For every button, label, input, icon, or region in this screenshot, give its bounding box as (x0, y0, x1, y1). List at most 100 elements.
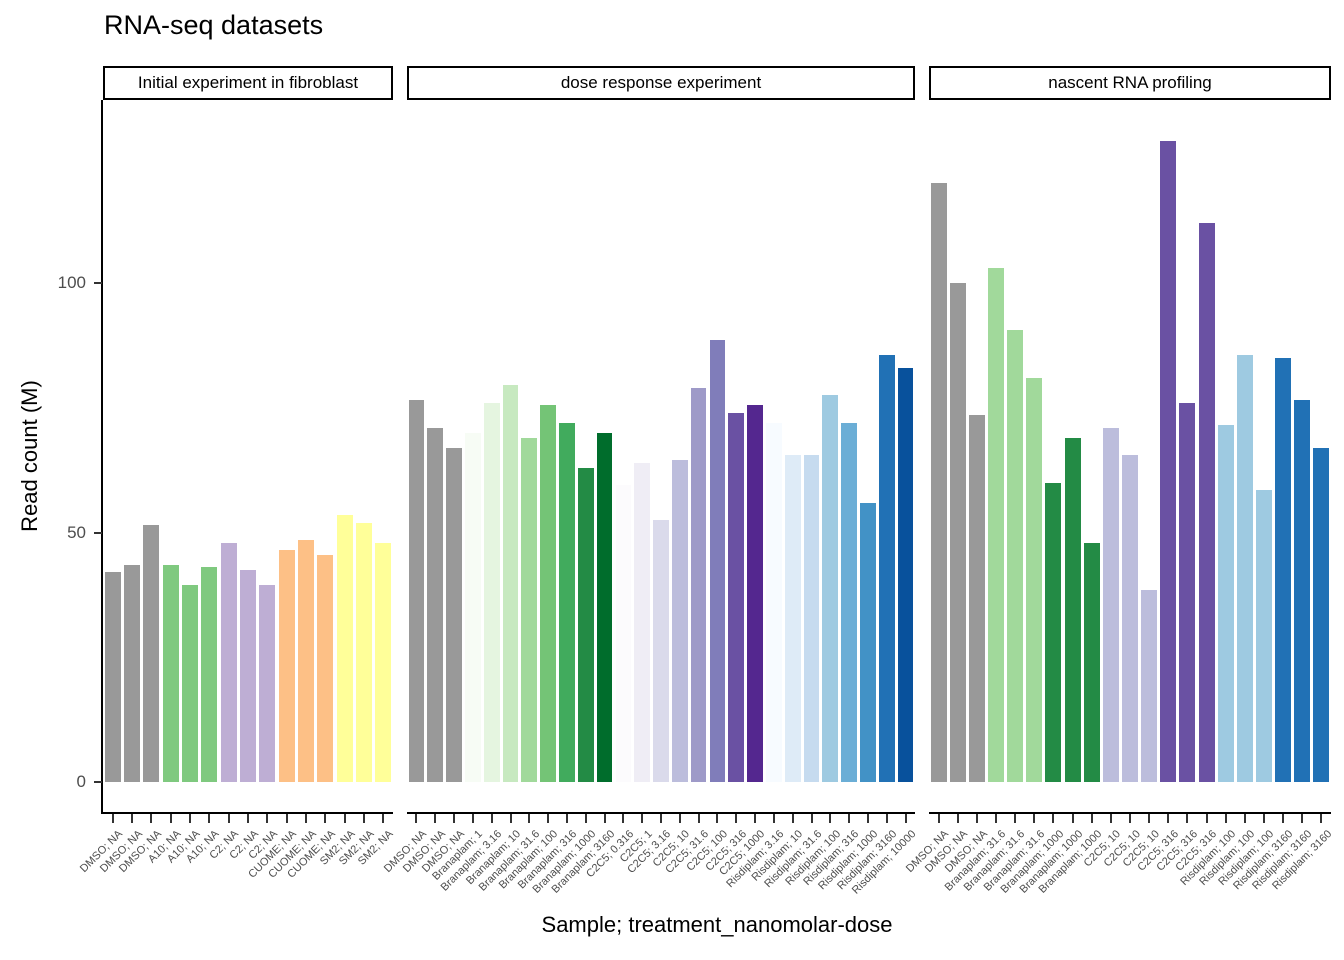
y-axis-tick (94, 781, 102, 783)
bar (483, 402, 500, 782)
bar (540, 405, 556, 782)
x-axis-tick (622, 814, 625, 823)
bar (446, 447, 462, 782)
x-axis-tick (509, 814, 512, 823)
x-axis-tick (754, 814, 757, 823)
bar (728, 412, 745, 782)
bar (123, 564, 141, 782)
x-axis-tick (678, 814, 681, 823)
bar (104, 572, 121, 782)
bar (897, 367, 914, 782)
bar (162, 564, 179, 782)
x-axis-tick (641, 814, 644, 823)
bar (1083, 542, 1100, 782)
x-axis-tick (1090, 814, 1093, 823)
x-axis-tick (1033, 814, 1036, 823)
x-axis-tick (490, 814, 493, 823)
x-axis-tick (848, 814, 851, 823)
y-axis-tick (94, 531, 102, 534)
x-axis-tick (791, 814, 794, 823)
bar (1121, 455, 1138, 782)
x-axis-tick (603, 814, 606, 823)
bar (596, 432, 613, 782)
bar (143, 525, 160, 782)
x-axis-tick (1148, 814, 1151, 823)
bar (709, 340, 726, 782)
y-tick-label: 100 (57, 273, 86, 292)
y-axis-tick (94, 282, 102, 284)
bar (653, 520, 669, 782)
facet-2: nascent RNA profiling DMSO; NA DMSO; NA DMS… (904, 0, 1334, 960)
bar (502, 385, 519, 782)
bar (464, 432, 481, 782)
bar (577, 467, 594, 782)
bar (860, 502, 876, 782)
facet-0: Initial experiment in fibroblast DMSO; NA… (78, 0, 396, 960)
x-axis-tick (660, 814, 662, 823)
y-axis-line (101, 100, 103, 814)
bar (766, 422, 782, 782)
bar (878, 355, 895, 782)
facet-strip-label: dose response experiment (560, 73, 762, 92)
bar (297, 540, 315, 782)
bar (317, 555, 334, 782)
y-tick-label: 0 (76, 772, 86, 791)
bar (784, 455, 801, 782)
x-axis-tick (453, 814, 455, 823)
facet-strip-label: Initial experiment in fibroblast (137, 73, 359, 92)
x-axis-title: Sample; treatment_nanomolar-dose (541, 912, 893, 937)
x-axis-tick (305, 814, 307, 823)
x-axis-tick (565, 814, 568, 823)
x-axis-tick (1320, 814, 1323, 823)
bar (355, 522, 373, 782)
x-axis-tick (810, 814, 813, 823)
x-axis-tick (1205, 814, 1208, 823)
facet-strip-label: nascent RNA profiling (1048, 73, 1212, 92)
bar (1217, 425, 1234, 782)
bar (1045, 482, 1062, 782)
bar (949, 283, 966, 782)
x-axis-tick (266, 814, 269, 823)
bar (1102, 427, 1119, 782)
facet-strip: dose response experiment (407, 66, 915, 100)
bar (1064, 437, 1081, 782)
facet-strip: Initial experiment in fibroblast (103, 66, 393, 100)
bar (408, 400, 425, 782)
bar (201, 567, 218, 782)
bar (559, 422, 575, 782)
bar (671, 460, 688, 782)
x-axis-line (929, 812, 1331, 814)
x-axis-tick (227, 814, 230, 823)
bar (1313, 447, 1330, 782)
x-axis-tick (1224, 814, 1227, 823)
bar (336, 515, 353, 782)
y-axis-title: Read count (M) (17, 380, 42, 532)
bar (1255, 490, 1272, 782)
bar (634, 462, 651, 782)
bar (259, 584, 276, 782)
x-axis-tick (885, 814, 888, 823)
x-axis-tick (1109, 814, 1112, 823)
x-axis-tick (471, 814, 474, 823)
x-axis-tick (1071, 814, 1074, 823)
bar (968, 415, 985, 782)
x-axis-tick (547, 814, 550, 823)
bar (427, 427, 444, 782)
x-axis-tick (975, 814, 978, 823)
facet-panel (103, 100, 393, 813)
x-axis-tick (697, 814, 700, 823)
x-axis-tick (1129, 814, 1131, 823)
x-axis-tick (434, 814, 437, 823)
x-axis-tick (150, 814, 153, 823)
x-axis-tick (247, 814, 249, 823)
x-axis-tick (1282, 814, 1285, 823)
x-axis-tick (1301, 814, 1304, 823)
bar (747, 405, 763, 782)
bar (615, 485, 632, 782)
x-axis-tick (343, 814, 346, 823)
x-axis-tick (131, 814, 133, 823)
x-axis-tick (208, 814, 211, 823)
facet-1: dose response experiment DMSO; NA DMSO; NA… (382, 0, 918, 960)
x-axis-line (407, 812, 915, 814)
